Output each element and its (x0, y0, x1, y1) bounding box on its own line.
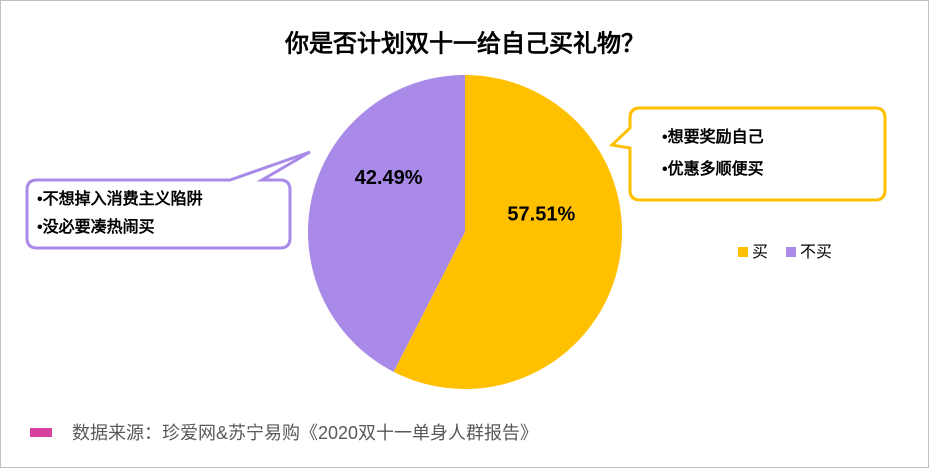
legend-label: 不买 (800, 243, 832, 261)
legend-swatch (786, 247, 797, 257)
callout-text: •没必要凑热闹买 (37, 217, 155, 236)
callout-box (25, 150, 311, 250)
callout-text: •想要奖励自己 (662, 127, 764, 146)
callout-box (608, 106, 887, 202)
legend-label: 买 (752, 243, 768, 261)
pie-slice (308, 75, 465, 372)
legend-swatch (738, 247, 748, 257)
callout-text: •优惠多顺便买 (662, 159, 764, 178)
source-marker (30, 428, 52, 437)
callout-text: •不想掉入消费主义陷阱 (37, 189, 203, 208)
data-label: 42.49% (355, 167, 423, 189)
chart-title: 你是否计划双十一给自己买礼物？ (284, 29, 645, 57)
pie-slice (393, 75, 623, 390)
data-label: 57.51% (507, 204, 575, 226)
source: 数据来源：珍爱网&苏宁易购《2020双十一单身人群报告》 (72, 423, 538, 443)
